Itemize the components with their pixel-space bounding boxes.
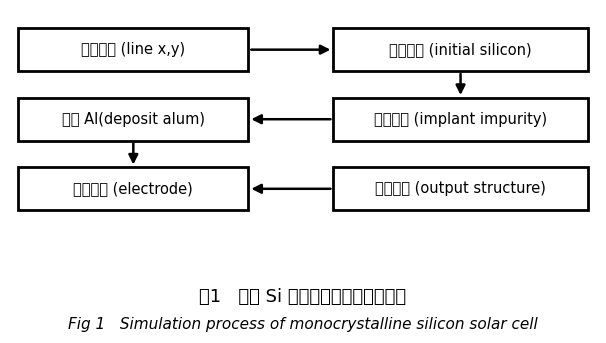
Text: Fig 1   Simulation process of monocrystalline silicon solar cell: Fig 1 Simulation process of monocrystall… (68, 317, 538, 332)
Bar (333, 28, 588, 71)
Text: 输出结构 (output structure): 输出结构 (output structure) (375, 181, 546, 196)
Text: 扩散掺杂 (implant impurity): 扩散掺杂 (implant impurity) (374, 112, 547, 127)
Text: 图1   单晶 Si 太阳能电池工艺仿真流程: 图1 单晶 Si 太阳能电池工艺仿真流程 (199, 288, 407, 306)
Bar (333, 98, 588, 141)
Text: 淀积 Al(deposit alum): 淀积 Al(deposit alum) (62, 112, 205, 127)
Text: 衬底选择 (initial silicon): 衬底选择 (initial silicon) (389, 42, 532, 57)
Bar (18, 28, 248, 71)
Bar (333, 167, 588, 210)
Bar (18, 98, 248, 141)
Text: 划分网格 (line x,y): 划分网格 (line x,y) (81, 42, 185, 57)
Text: 定义电极 (electrode): 定义电极 (electrode) (73, 181, 193, 196)
Bar (18, 167, 248, 210)
